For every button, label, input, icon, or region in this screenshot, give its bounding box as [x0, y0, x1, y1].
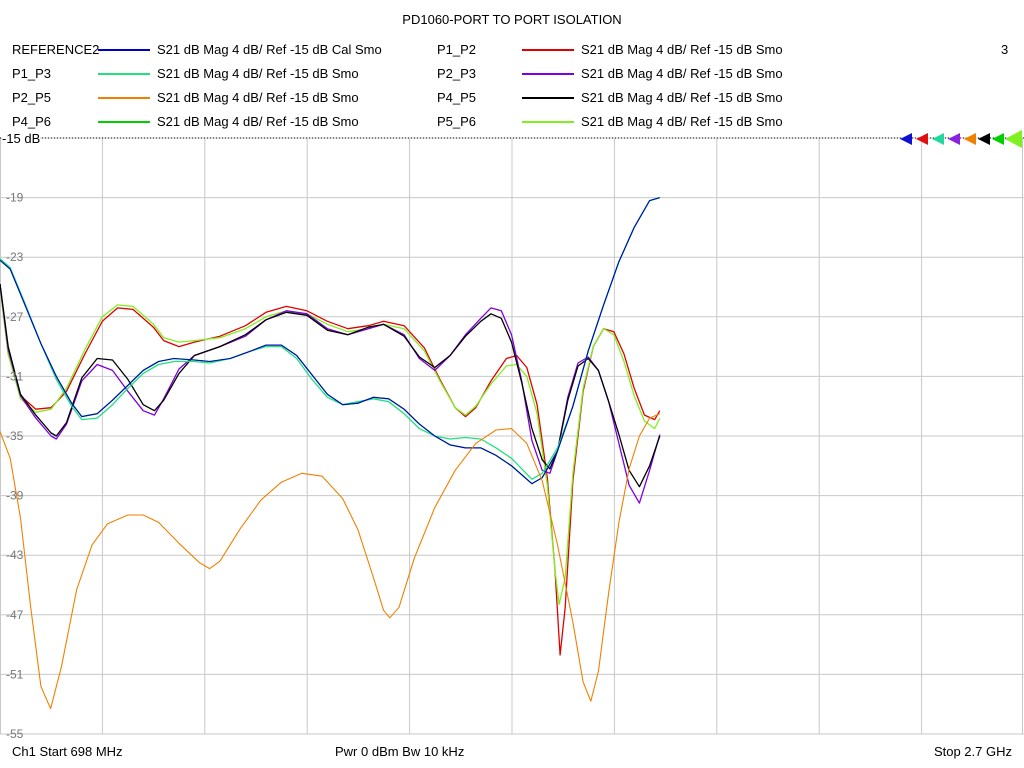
- marker-triangle-layer: [900, 130, 1022, 148]
- channel-number: 3: [1001, 42, 1009, 57]
- legend-name-p2-p3: P2_P3: [437, 66, 477, 81]
- ref-marker-triangle-p5-p6: [1005, 130, 1022, 148]
- footer-stop-frequency: Stop 2.7 GHz: [933, 744, 1012, 759]
- footer-start-frequency: Ch1 Start 698 MHz: [12, 744, 123, 759]
- legend-swatch-p4-p6: [98, 121, 150, 123]
- legend-name-p5-p6: P5_P6: [437, 114, 477, 129]
- legend-swatch-p2-p3: [522, 73, 574, 75]
- legend-desc-reference2: S21 dB Mag 4 dB/ Ref -15 dB Cal Smo: [157, 42, 382, 57]
- legend-desc-p5-p6: S21 dB Mag 4 dB/ Ref -15 dB Smo: [581, 114, 783, 129]
- trace-p2-p5: [0, 413, 661, 710]
- trace-p5-p6: [0, 285, 661, 606]
- legend-name-p1-p3: P1_P3: [12, 66, 52, 81]
- ref-marker-triangle-p4-p5: [978, 133, 990, 145]
- legend-swatch-p2-p5: [98, 97, 150, 99]
- legend-desc-p2-p5: S21 dB Mag 4 dB/ Ref -15 dB Smo: [157, 90, 359, 105]
- legend-name-p4-p5: P4_P5: [437, 90, 477, 105]
- tick-label-layer: -19 -23 -27 -31 -35 -39 -43 -47 -51 -55: [6, 191, 24, 741]
- ref-marker-triangle-p2-p3: [948, 133, 960, 145]
- legend-name-p2-p5: P2_P5: [12, 90, 52, 105]
- y-tick-label: -39: [6, 489, 24, 503]
- legend-swatch-p1-p3: [98, 73, 150, 75]
- y-tick-label: -51: [6, 667, 24, 681]
- y-tick-label: -47: [6, 608, 24, 622]
- ref-marker-triangle-p4-p6: [992, 133, 1004, 145]
- y-tick-label: -19: [6, 191, 24, 205]
- legend-swatch-reference2: [98, 49, 150, 51]
- legend-desc-p1-p2: S21 dB Mag 4 dB/ Ref -15 dB Smo: [581, 42, 783, 57]
- grid-layer: [0, 137, 1024, 735]
- legend-swatch-p1-p2: [522, 49, 574, 51]
- legend-name-p1-p2: P1_P2: [437, 42, 477, 57]
- trace-p4-p5: [0, 283, 661, 488]
- y-tick-label: -23: [6, 250, 24, 264]
- legend-desc-p1-p3: S21 dB Mag 4 dB/ Ref -15 dB Smo: [157, 66, 359, 81]
- legend-name-p4-p6: P4_P6: [12, 114, 52, 129]
- footer-power-bandwidth: Pwr 0 dBm Bw 10 kHz: [335, 744, 465, 759]
- y-tick-label: -31: [6, 369, 24, 383]
- reference-level-label: -15 dB: [2, 131, 41, 146]
- legend-desc-p4-p5: S21 dB Mag 4 dB/ Ref -15 dB Smo: [581, 90, 783, 105]
- ref-marker-triangle-p1-p2: [916, 133, 928, 145]
- legend-swatch-p5-p6: [522, 121, 574, 123]
- legend-desc-p4-p6: S21 dB Mag 4 dB/ Ref -15 dB Smo: [157, 114, 359, 129]
- y-tick-label: -35: [6, 429, 24, 443]
- legend-desc-p2-p3: S21 dB Mag 4 dB/ Ref -15 dB Smo: [581, 66, 783, 81]
- legend-swatch-p4-p5: [522, 97, 574, 99]
- legend-name-reference2: REFERENCE2: [12, 42, 100, 57]
- ref-marker-triangle-reference2: [900, 133, 912, 145]
- y-tick-label: -43: [6, 548, 24, 562]
- y-tick-label: -27: [6, 310, 24, 324]
- plot-border: [0, 137, 1023, 735]
- chart-title: PD1060-PORT TO PORT ISOLATION: [402, 12, 622, 27]
- traces-layer: [0, 196, 661, 710]
- trace-reference2: [0, 197, 660, 485]
- y-tick-label: -55: [6, 727, 24, 741]
- ref-marker-triangle-p1-p3: [932, 133, 944, 145]
- ref-marker-triangle-p2-p5: [964, 133, 976, 145]
